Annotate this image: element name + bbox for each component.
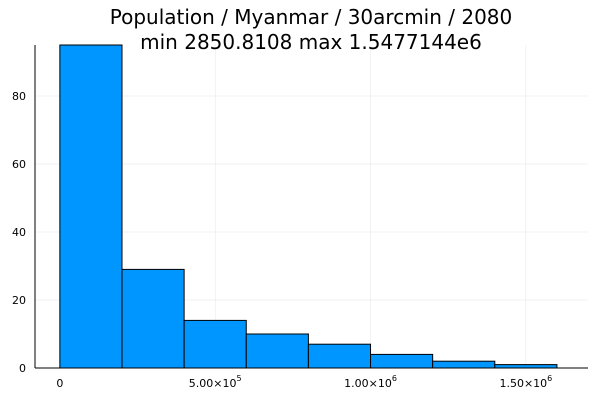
x-tick-labels: 0 5.00×105 1.00×106 1.50×106 — [56, 374, 552, 390]
histogram-bar — [494, 364, 558, 369]
x-tick-label: 0 — [56, 377, 63, 390]
histogram-bar — [121, 268, 185, 369]
histogram-bar — [183, 319, 247, 369]
histogram-bar — [307, 343, 372, 369]
x-tick-label: 1.50×106 — [499, 374, 552, 390]
y-tick-labels: 0 20 40 60 80 — [12, 90, 26, 375]
histogram-bar — [370, 353, 434, 369]
histogram-bar — [432, 360, 496, 369]
histogram-bars — [59, 44, 558, 369]
chart-title: Population / Myanmar / 30arcmin / 2080 — [110, 5, 513, 29]
x-tick-label: 5.00×105 — [189, 374, 242, 390]
y-tick-label: 40 — [12, 226, 26, 239]
x-tick-label: 1.00×106 — [344, 374, 397, 390]
y-tick-label: 80 — [12, 90, 26, 103]
histogram-bar — [59, 44, 123, 369]
y-tick-label: 0 — [19, 362, 26, 375]
axes — [34, 45, 588, 369]
y-tick-label: 20 — [12, 294, 26, 307]
y-tick-label: 60 — [12, 158, 26, 171]
chart-subtitle: min 2850.8108 max 1.5477144e6 — [140, 30, 482, 54]
histogram-bar — [245, 333, 309, 369]
